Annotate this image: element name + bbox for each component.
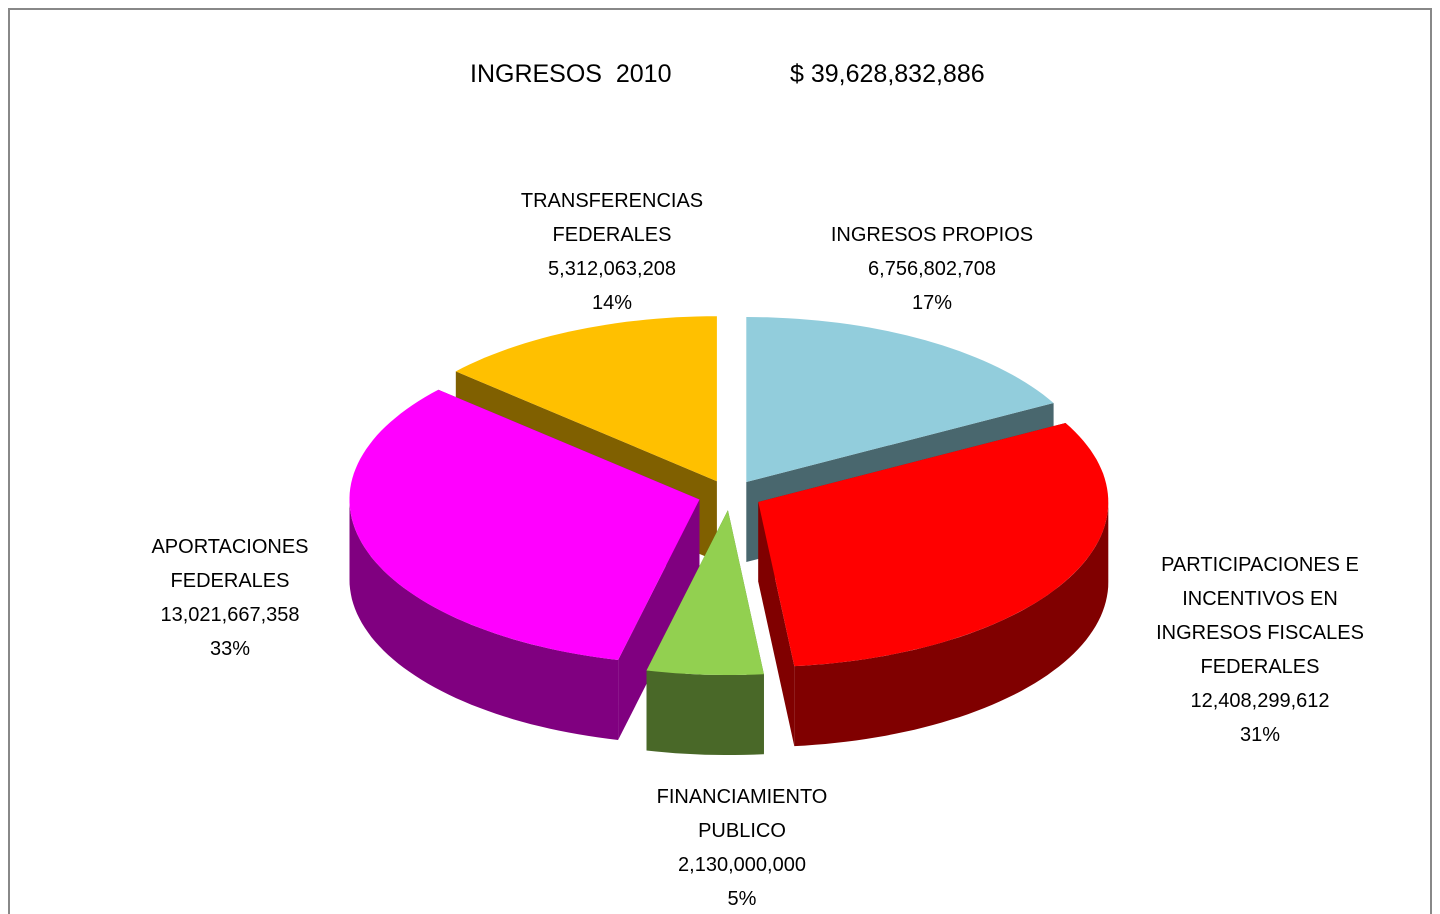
percent-label: 31% xyxy=(1239,724,1281,746)
chart-title: INGRESOS 2010 xyxy=(470,60,672,88)
percent-label: 33% xyxy=(209,638,251,660)
value-label: 6,756,802,708 xyxy=(868,258,996,280)
pie-slice xyxy=(349,389,700,740)
percent-label: 5% xyxy=(727,888,757,910)
category-label: FINANCIAMIENTO PUBLICO xyxy=(656,786,828,842)
pie-slice xyxy=(646,510,764,755)
slice-side xyxy=(349,499,619,740)
pie-slice xyxy=(758,423,1109,747)
data-label: APORTACIONES FEDERALES 13,021,667,358 33% xyxy=(125,530,335,666)
data-label: INGRESOS PROPIOS 6,756,802,708 17% xyxy=(812,218,1052,320)
slice-side xyxy=(646,670,764,755)
category-label: TRANSFERENCIAS FEDERALES xyxy=(520,190,704,246)
slice-wall xyxy=(758,502,795,747)
slice-top xyxy=(349,389,700,660)
slice-top xyxy=(746,317,1054,482)
slice-top xyxy=(646,510,764,675)
data-label: PARTICIPACIONES E INCENTIVOS EN INGRESOS… xyxy=(1140,548,1380,752)
value-label: 12,408,299,612 xyxy=(1190,690,1330,712)
category-label: INGRESOS PROPIOS xyxy=(830,224,1034,246)
data-label: FINANCIAMIENTO PUBLICO 2,130,000,000 5% xyxy=(627,780,857,914)
value-label: 5,312,063,208 xyxy=(548,258,676,280)
chart-border xyxy=(8,8,1432,914)
slice-top xyxy=(455,316,717,482)
value-label: 2,130,000,000 xyxy=(678,854,806,876)
value-label: 13,021,667,358 xyxy=(160,604,300,626)
chart-subtitle: $ 39,628,832,886 xyxy=(790,60,985,88)
category-label: PARTICIPACIONES E INCENTIVOS EN INGRESOS… xyxy=(1156,554,1364,678)
percent-label: 17% xyxy=(911,292,953,314)
category-label: APORTACIONES FEDERALES xyxy=(151,536,309,592)
data-label: TRANSFERENCIAS FEDERALES 5,312,063,208 14% xyxy=(497,184,727,320)
percent-label: 14% xyxy=(591,292,633,314)
slice-top xyxy=(758,423,1109,667)
slice-side xyxy=(794,502,1109,747)
